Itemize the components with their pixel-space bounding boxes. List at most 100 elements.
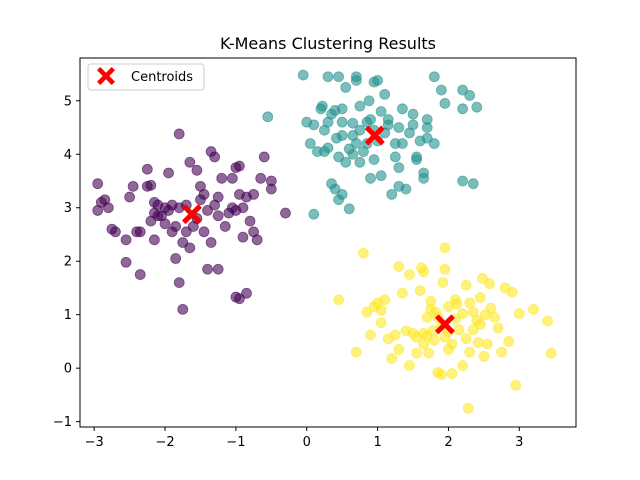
data-point-cluster-1 (297, 69, 309, 81)
data-point-cluster-1 (471, 101, 483, 113)
data-point-cluster-2 (457, 360, 469, 371)
x-tick-label: −1 (226, 435, 245, 450)
data-point-cluster-0 (237, 202, 249, 214)
data-point-cluster-2 (485, 302, 497, 314)
data-point-cluster-1 (368, 154, 380, 166)
data-point-cluster-0 (191, 164, 203, 176)
data-point-cluster-2 (435, 369, 447, 380)
y-tick-label: 1 (64, 308, 72, 323)
data-point-cluster-1 (340, 82, 352, 93)
x-tick-label: 3 (515, 435, 523, 450)
data-point-cluster-1 (411, 154, 422, 166)
data-point-cluster-0 (173, 128, 185, 140)
data-point-cluster-2 (451, 298, 463, 310)
y-tick-label: 5 (64, 94, 72, 109)
data-point-cluster-1 (439, 98, 451, 109)
data-point-cluster-2 (437, 277, 449, 289)
data-point-cluster-0 (202, 263, 213, 275)
data-point-cluster-0 (159, 218, 171, 230)
data-point-cluster-2 (496, 346, 508, 358)
data-point-cluster-2 (510, 379, 522, 391)
legend-box (87, 63, 205, 91)
data-point-cluster-0 (212, 263, 224, 275)
data-point-cluster-0 (170, 221, 182, 232)
data-point-cluster-1 (347, 117, 359, 129)
legend-label-centroids: Centroids (131, 70, 193, 85)
data-point-cluster-2 (542, 315, 554, 327)
data-point-cluster-0 (255, 172, 267, 184)
data-point-cluster-1 (396, 103, 408, 115)
data-point-cluster-0 (92, 178, 104, 190)
data-point-cluster-1 (336, 116, 348, 128)
plot-frame (79, 57, 577, 428)
data-point-cluster-2 (439, 242, 451, 254)
data-point-cluster-1 (308, 119, 320, 131)
data-point-cluster-0 (184, 156, 196, 168)
data-point-cluster-1 (308, 208, 320, 220)
centroid-marker-cluster-1 (364, 125, 385, 146)
data-point-cluster-0 (110, 226, 121, 238)
data-point-cluster-2 (418, 266, 430, 278)
data-point-cluster-1 (354, 100, 366, 112)
data-point-cluster-1 (354, 124, 366, 136)
data-point-cluster-1 (435, 84, 447, 96)
y-tick-label: 4 (64, 148, 72, 163)
data-point-cluster-1 (372, 75, 384, 86)
data-point-cluster-1 (428, 138, 440, 149)
legend: Centroids (87, 63, 205, 91)
data-point-cluster-2 (482, 338, 493, 350)
data-point-cluster-1 (316, 100, 328, 112)
y-tick-label: 2 (64, 255, 72, 270)
data-point-cluster-0 (234, 160, 245, 172)
data-point-cluster-1 (363, 95, 375, 107)
data-point-cluster-1 (347, 148, 359, 160)
y-tick-label: 0 (64, 362, 72, 377)
data-point-cluster-2 (472, 337, 484, 348)
data-point-cluster-2 (421, 330, 433, 342)
x-axis: −3 −2 −1 0 1 2 3 (85, 427, 523, 450)
data-point-cluster-1 (418, 172, 430, 184)
data-point-cluster-1 (375, 106, 387, 117)
y-tick-label: −1 (53, 415, 72, 430)
data-point-cluster-1 (421, 114, 433, 125)
data-point-cluster-1 (375, 170, 387, 182)
data-point-cluster-1 (343, 203, 355, 215)
data-point-cluster-0 (134, 269, 146, 280)
data-point-cluster-2 (393, 344, 405, 355)
data-point-cluster-0 (127, 180, 139, 192)
data-point-cluster-1 (428, 71, 440, 83)
data-point-cluster-2 (484, 278, 495, 290)
data-point-cluster-1 (467, 178, 479, 190)
data-point-cluster-0 (226, 172, 238, 184)
data-point-cluster-2 (460, 279, 472, 291)
data-point-cluster-0 (237, 231, 249, 243)
y-axis: −1 0 1 2 3 4 5 (53, 94, 80, 430)
data-point-cluster-2 (513, 308, 525, 320)
data-point-cluster-2 (404, 360, 415, 371)
data-point-cluster-1 (322, 142, 334, 154)
data-point-cluster-0 (216, 172, 228, 184)
data-point-cluster-2 (460, 333, 472, 345)
centroid-marker-cluster-0 (181, 204, 202, 225)
data-point-cluster-1 (333, 71, 345, 83)
data-point-cluster-1 (336, 130, 348, 141)
data-point-cluster-0 (148, 234, 160, 246)
data-point-cluster-2 (443, 344, 454, 355)
data-point-cluster-2 (414, 285, 426, 297)
data-point-cluster-1 (396, 138, 408, 149)
data-point-cluster-0 (209, 151, 221, 163)
data-point-cluster-2 (423, 347, 435, 359)
data-point-cluster-1 (350, 138, 362, 149)
data-point-cluster-2 (545, 347, 557, 359)
data-point-cluster-0 (212, 210, 224, 222)
data-point-cluster-2 (350, 346, 362, 358)
data-point-cluster-1 (340, 156, 352, 168)
data-point-cluster-2 (503, 336, 515, 347)
data-point-cluster-0 (124, 191, 136, 203)
data-point-cluster-0 (141, 163, 153, 175)
data-point-cluster-1 (407, 119, 419, 131)
data-point-cluster-0 (280, 207, 291, 219)
data-point-cluster-1 (393, 162, 405, 174)
data-point-cluster-2 (489, 311, 500, 323)
